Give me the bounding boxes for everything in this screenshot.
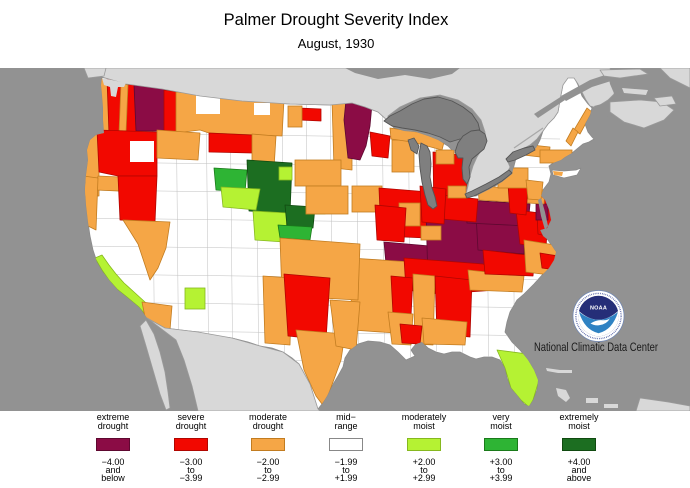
svg-text:National Climatic Data Center: National Climatic Data Center [534, 340, 658, 354]
svg-text:NOAA: NOAA [590, 306, 607, 312]
